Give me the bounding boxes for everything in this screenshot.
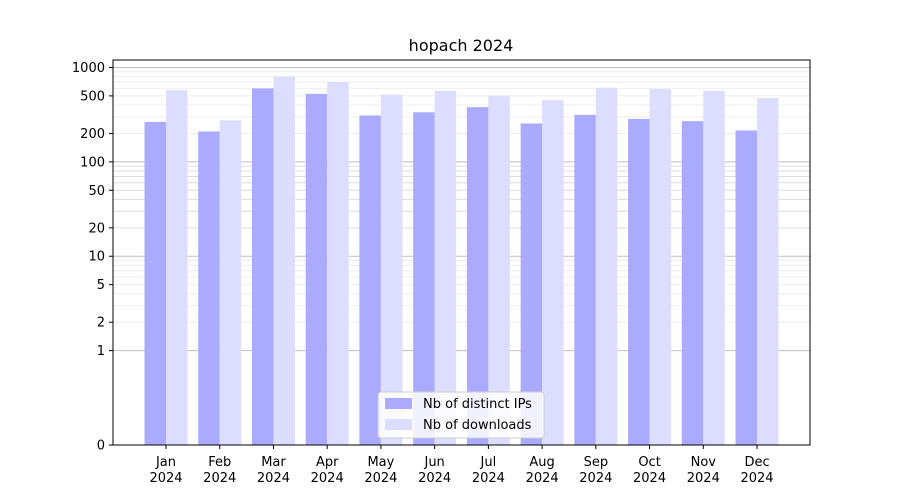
x-tick-label-year: 2024 — [311, 471, 344, 486]
x-tick-label-year: 2024 — [687, 471, 720, 486]
x-axis: Jan2024Feb2024Mar2024Apr2024May2024Jun20… — [149, 445, 774, 486]
y-tick-label: 50 — [88, 184, 105, 199]
x-tick-label-year: 2024 — [579, 471, 612, 486]
x-tick-label-month: Nov — [691, 455, 717, 470]
bar-distinct-ips — [466, 107, 489, 445]
x-tick-label-month: Oct — [638, 455, 660, 470]
bar-downloads — [434, 90, 457, 446]
bar-distinct-ips — [413, 112, 435, 446]
x-tick-label-year: 2024 — [257, 471, 290, 486]
y-tick-label: 2 — [97, 316, 105, 331]
x-tick-label-month: May — [367, 455, 394, 470]
x-tick-label-year: 2024 — [472, 471, 505, 486]
x-tick-label-month: Sep — [584, 455, 609, 470]
x-tick-label-month: Dec — [744, 455, 769, 470]
legend-label-downloads: Nb of downloads — [423, 418, 532, 433]
bar-downloads — [757, 97, 779, 446]
bar-downloads — [703, 90, 725, 446]
x-tick-label-month: Jul — [480, 455, 497, 470]
bar-downloads — [166, 90, 188, 445]
x-tick-label-year: 2024 — [418, 471, 451, 486]
bar-downloads — [542, 100, 564, 445]
bar-distinct-ips — [520, 123, 543, 446]
y-tick-label: 0 — [97, 439, 105, 454]
bar-distinct-ips — [681, 121, 704, 446]
bar-downloads — [380, 94, 403, 446]
chart-title: hopach 2024 — [409, 36, 514, 55]
x-tick-label-year: 2024 — [364, 471, 397, 486]
bar-distinct-ips — [251, 88, 274, 446]
x-tick-label-month: Jun — [423, 455, 444, 470]
bar-downloads — [649, 89, 672, 445]
legend-box — [377, 391, 545, 439]
bar-downloads — [273, 76, 295, 446]
legend-swatch-downloads — [385, 419, 412, 430]
y-tick-label: 5 — [97, 278, 105, 293]
legend-label-distinct-ips: Nb of distinct IPs — [423, 397, 532, 412]
legend: Nb of distinct IPs Nb of downloads — [377, 391, 545, 439]
bar-downloads — [595, 87, 618, 445]
legend-swatch-distinct-ips — [385, 398, 412, 409]
x-tick-label-year: 2024 — [526, 471, 559, 486]
y-axis: 0 1 2 5 10 20 50 100 200 500 1000 — [72, 61, 113, 454]
bar-downloads — [488, 95, 510, 446]
plot-frame — [112, 59, 811, 446]
bar-distinct-ips — [628, 118, 650, 446]
x-tick-label-year: 2024 — [149, 471, 182, 486]
y-tick-label: 10 — [88, 250, 105, 265]
x-tick-label-month: Mar — [261, 455, 286, 470]
y-tick-label: 500 — [80, 89, 105, 104]
x-tick-label-year: 2024 — [203, 471, 236, 486]
x-tick-label-month: Jan — [155, 455, 176, 470]
y-tick-label: 20 — [88, 221, 105, 236]
x-tick-label-month: Apr — [316, 455, 339, 470]
x-tick-label-month: Aug — [529, 455, 554, 470]
x-tick-label-year: 2024 — [740, 471, 773, 486]
bar-distinct-ips — [144, 121, 166, 445]
bar-distinct-ips — [574, 114, 596, 446]
y-tick-label: 1 — [97, 344, 105, 359]
bar-distinct-ips — [359, 115, 381, 445]
bar-distinct-ips — [735, 130, 758, 446]
bar-downloads — [327, 82, 349, 445]
y-tick-label: 1000 — [72, 61, 105, 76]
y-tick-label: 200 — [80, 127, 105, 142]
bar-downloads — [219, 120, 242, 445]
bar-distinct-ips — [198, 131, 220, 445]
y-tick-label: 100 — [80, 155, 105, 170]
bar-distinct-ips — [305, 93, 328, 445]
bars — [144, 76, 779, 446]
x-tick-label-year: 2024 — [633, 471, 666, 486]
x-tick-label-month: Feb — [208, 455, 231, 470]
